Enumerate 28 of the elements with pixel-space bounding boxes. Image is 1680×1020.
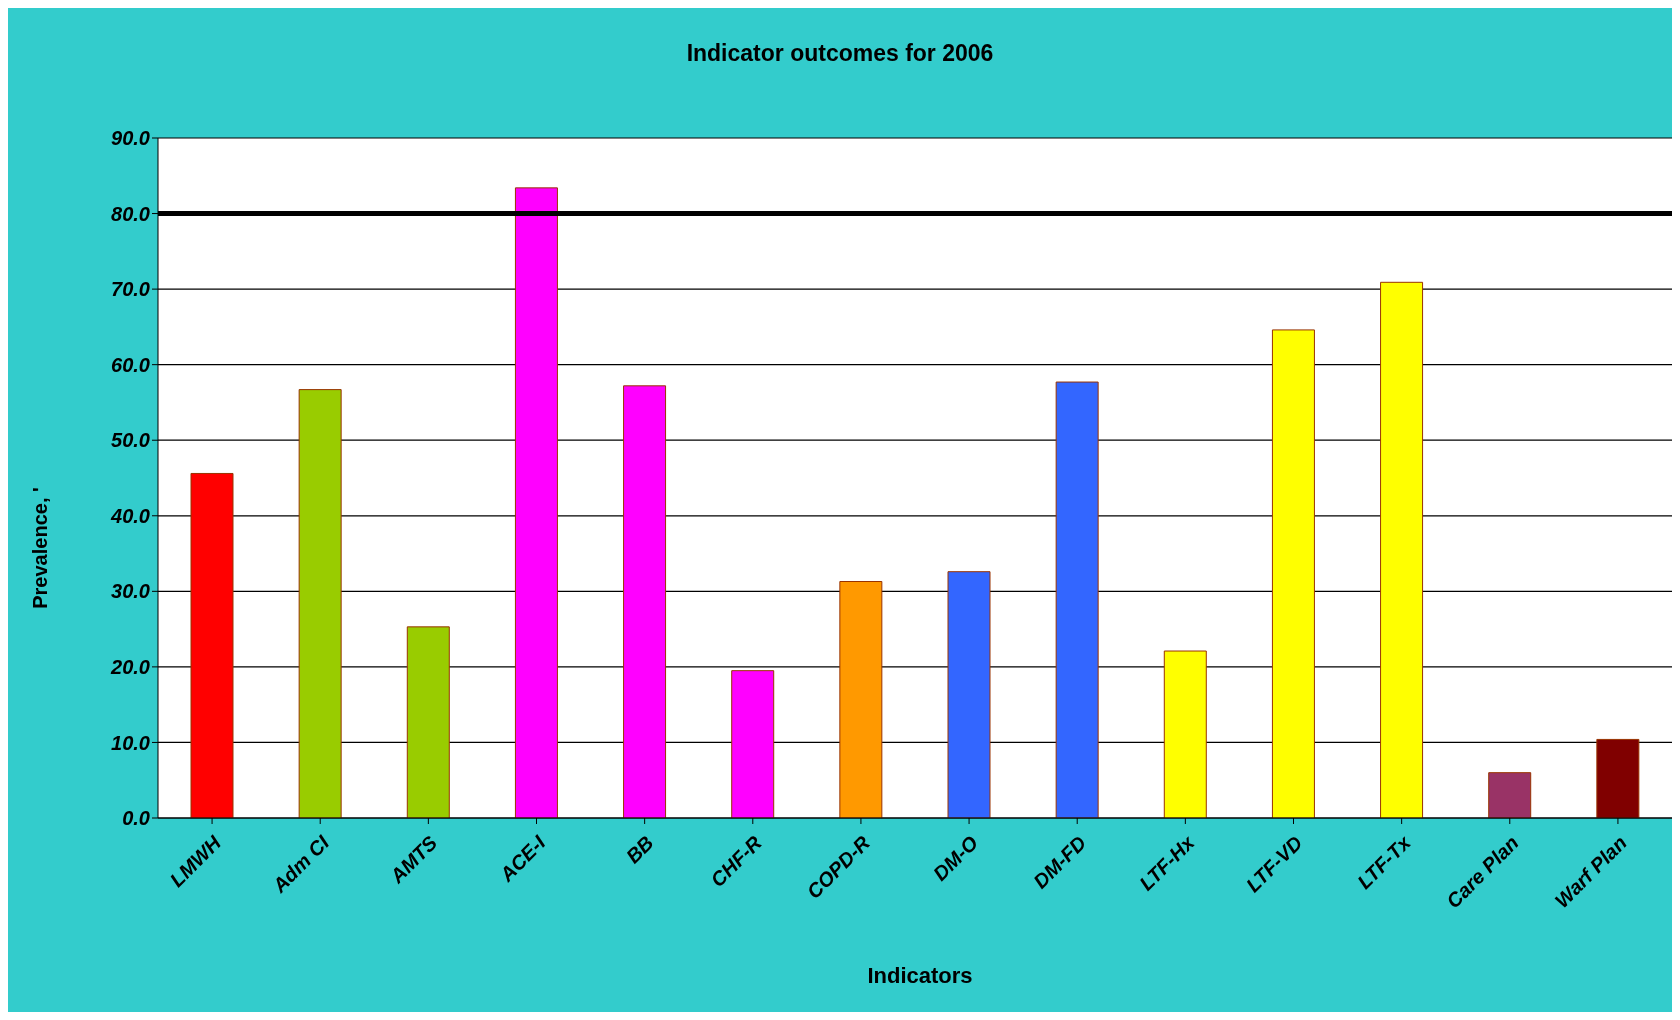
bar xyxy=(1055,381,1099,818)
bar xyxy=(839,581,883,818)
y-tick-label: 40.0 xyxy=(110,504,150,527)
bar xyxy=(514,187,558,818)
bar xyxy=(298,389,342,818)
y-tick-label: 20.0 xyxy=(110,655,150,678)
bar xyxy=(1488,772,1532,818)
y-tick-label: 10.0 xyxy=(111,731,150,754)
chart-title: Indicator outcomes for 2006 xyxy=(685,40,995,67)
y-axis-title: Prevalence, ' xyxy=(28,487,52,609)
y-tick-label: 0.0 xyxy=(122,807,150,830)
y-tick-label: 30.0 xyxy=(111,580,150,603)
x-tick-label: BB xyxy=(621,831,658,868)
y-tick-label: 60.0 xyxy=(111,353,150,376)
y-tick-label: 50.0 xyxy=(111,429,150,452)
bar xyxy=(731,670,775,818)
x-axis-title: Indicators xyxy=(866,963,974,989)
bar xyxy=(1596,738,1640,818)
bar xyxy=(1163,650,1207,818)
bar xyxy=(1271,329,1315,818)
bar xyxy=(947,571,991,818)
bar xyxy=(190,472,234,818)
bar xyxy=(1380,281,1424,818)
y-tick-label: 90.0 xyxy=(111,127,150,150)
y-tick-label: 70.0 xyxy=(111,278,150,301)
y-tick-label: 80.0 xyxy=(111,202,150,225)
bar xyxy=(623,385,667,818)
bar xyxy=(406,626,450,818)
